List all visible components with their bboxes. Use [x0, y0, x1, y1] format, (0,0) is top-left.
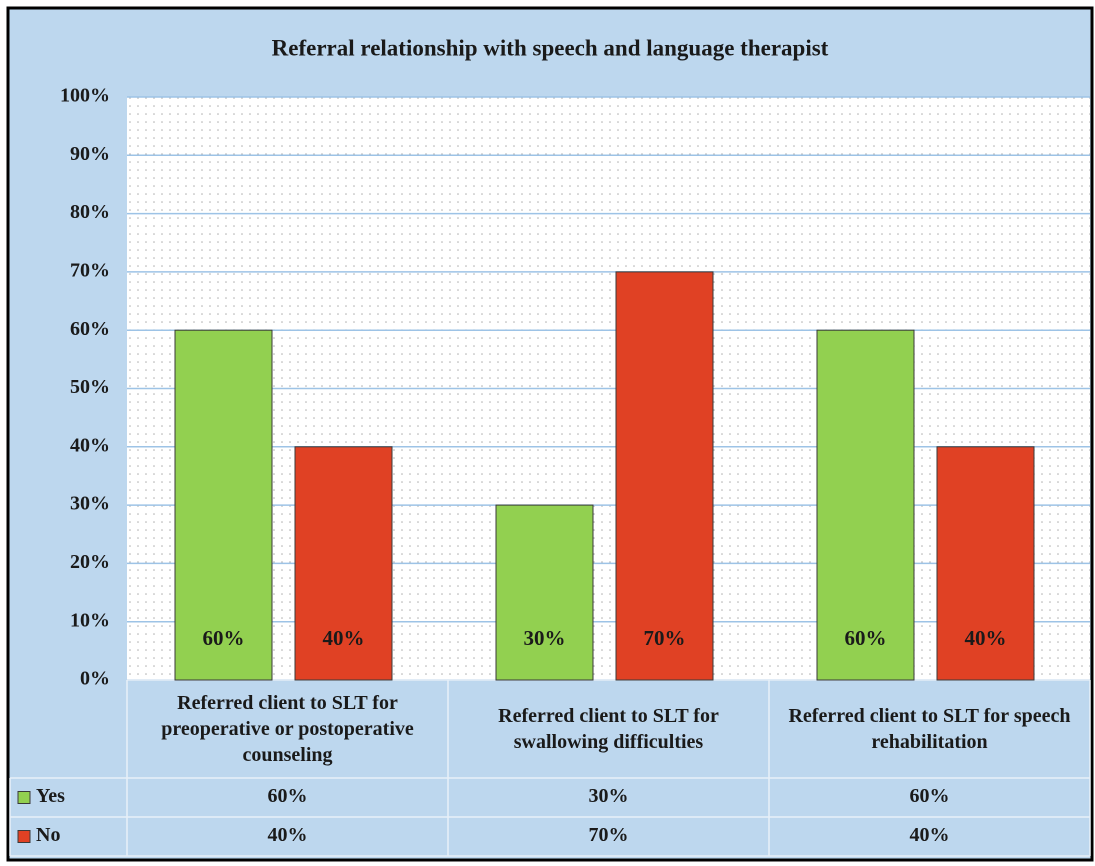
y-tick-label: 50%: [70, 376, 110, 398]
x-tick-label: Referred client to SLT for preoperative …: [161, 692, 414, 766]
legend-label: Yes: [36, 785, 65, 807]
table-cell: 70%: [589, 824, 629, 846]
legend-swatch: [17, 791, 31, 804]
x-tick-label: Referred client to SLT for swallowing di…: [498, 705, 719, 753]
y-tick-label: 100%: [60, 85, 110, 107]
bar: [936, 446, 1035, 681]
table-cell: 40%: [268, 824, 308, 846]
data-label: 30%: [524, 626, 566, 650]
y-tick-label: 70%: [70, 259, 110, 281]
y-tick-label: 10%: [70, 609, 110, 631]
bar: [174, 329, 273, 681]
data-label: 40%: [323, 626, 365, 650]
table-cell: 60%: [268, 785, 308, 807]
y-tick-label: 30%: [70, 493, 110, 515]
y-tick-label: 90%: [70, 143, 110, 165]
y-tick-label: 40%: [70, 434, 110, 456]
table-cell: 30%: [589, 785, 629, 807]
y-tick-label: 0%: [80, 668, 110, 690]
bar: [816, 329, 915, 681]
bar: [495, 504, 594, 681]
table-cell: 40%: [910, 824, 950, 846]
y-tick-label: 20%: [70, 551, 110, 573]
bar: [294, 446, 393, 681]
x-tick-label: Referred client to SLT for speech rehabi…: [788, 705, 1071, 753]
legend-swatch: [17, 830, 31, 843]
data-label: 60%: [845, 626, 887, 650]
bar: [615, 271, 714, 681]
chart-title: Referral relationship with speech and la…: [272, 35, 829, 60]
data-label: 40%: [965, 626, 1007, 650]
y-tick-label: 80%: [70, 201, 110, 223]
legend-label: No: [36, 824, 60, 846]
data-label: 60%: [203, 626, 245, 650]
y-tick-label: 60%: [70, 318, 110, 340]
data-label: 70%: [644, 626, 686, 650]
table-cell: 60%: [910, 785, 950, 807]
